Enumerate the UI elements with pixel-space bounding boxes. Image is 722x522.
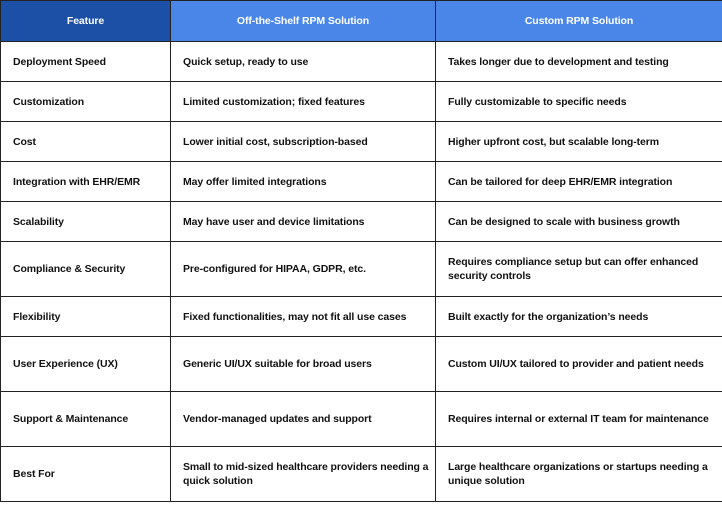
- feature-cell: Cost: [0, 121, 171, 162]
- table-cell: May have user and device limitations: [170, 201, 436, 242]
- table-cell: Fully customizable to specific needs: [435, 81, 722, 122]
- feature-cell: Integration with EHR/EMR: [0, 161, 171, 202]
- table-cell: Can be designed to scale with business g…: [435, 201, 722, 242]
- comparison-table: Feature Off-the-Shelf RPM Solution Custom …: [0, 0, 722, 502]
- table-cell: May offer limited integrations: [170, 161, 436, 202]
- table-cell: Requires compliance setup but can offer …: [435, 241, 722, 297]
- table-row: Best For Small to mid-sized healthcare pr…: [0, 446, 722, 502]
- feature-cell: Flexibility: [0, 296, 171, 337]
- feature-cell: Scalability: [0, 201, 171, 242]
- feature-cell: Support & Maintenance: [0, 391, 171, 447]
- table-cell: Small to mid-sized healthcare providers …: [170, 446, 436, 502]
- table-row: Support & Maintenance Vendor-managed upda…: [0, 391, 722, 447]
- table-row: Compliance & Security Pre-configured for …: [0, 241, 722, 297]
- table-cell: Pre-configured for HIPAA, GDPR, etc.: [170, 241, 436, 297]
- table-row: Integration with EHR/EMR May offer limite…: [0, 161, 722, 202]
- table-cell: Vendor-managed updates and support: [170, 391, 436, 447]
- table-row: Customization Limited customization; fixe…: [0, 81, 722, 122]
- table-cell: Built exactly for the organization’s nee…: [435, 296, 722, 337]
- feature-cell: User Experience (UX): [0, 336, 171, 392]
- header-row: Feature Off-the-Shelf RPM Solution Custom …: [0, 0, 722, 42]
- table-row: User Experience (UX) Generic UI/UX suitab…: [0, 336, 722, 392]
- table-cell: Generic UI/UX suitable for broad users: [170, 336, 436, 392]
- table-cell: Custom UI/UX tailored to provider and pa…: [435, 336, 722, 392]
- table-cell: Limited customization; fixed features: [170, 81, 436, 122]
- feature-cell: Best For: [0, 446, 171, 502]
- table-cell: Requires internal or external IT team fo…: [435, 391, 722, 447]
- column-header: Custom RPM Solution: [435, 0, 722, 42]
- table-row: Cost Lower initial cost, subscription-bas…: [0, 121, 722, 162]
- table-cell: Lower initial cost, subscription-based: [170, 121, 436, 162]
- table-cell: Large healthcare organizations or startu…: [435, 446, 722, 502]
- column-header: Feature: [0, 0, 171, 42]
- table-cell: Quick setup, ready to use: [170, 41, 436, 82]
- feature-cell: Compliance & Security: [0, 241, 171, 297]
- table-row: Scalability May have user and device limi…: [0, 201, 722, 242]
- table-cell: Higher upfront cost, but scalable long-t…: [435, 121, 722, 162]
- table-cell: Can be tailored for deep EHR/EMR integra…: [435, 161, 722, 202]
- feature-cell: Deployment Speed: [0, 41, 171, 82]
- feature-cell: Customization: [0, 81, 171, 122]
- table-row: Flexibility Fixed functionalities, may no…: [0, 296, 722, 337]
- table-cell: Takes longer due to development and test…: [435, 41, 722, 82]
- table-row: Deployment Speed Quick setup, ready to us…: [0, 41, 722, 82]
- table-body: Deployment Speed Quick setup, ready to us…: [0, 41, 722, 502]
- table-cell: Fixed functionalities, may not fit all u…: [170, 296, 436, 337]
- column-header: Off-the-Shelf RPM Solution: [170, 0, 436, 42]
